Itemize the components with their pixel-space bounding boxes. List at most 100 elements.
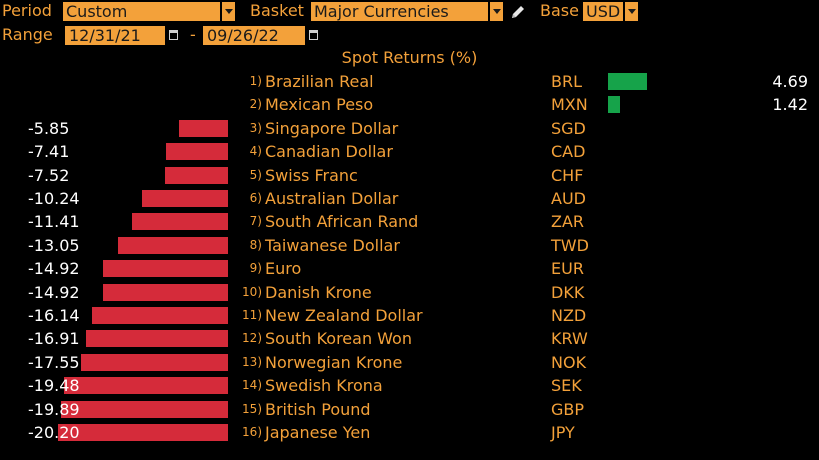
return-bar [608, 73, 648, 90]
currency-name[interactable]: South Korean Won [265, 329, 412, 349]
return-value: -20.20 [28, 423, 80, 442]
currency-row[interactable]: 4.69 1) Brazilian Real BRL [0, 70, 819, 93]
edit-pencil-icon[interactable] [509, 3, 527, 21]
basket-select[interactable]: Major Currencies [311, 2, 488, 21]
chart-title: Spot Returns (%) [341, 48, 478, 67]
currency-code: CAD [551, 142, 586, 162]
currency-code: MXN [551, 95, 588, 115]
currency-row[interactable]: -5.85 3) Singapore Dollar SGD [0, 117, 819, 140]
return-bar [102, 260, 228, 278]
currency-name[interactable]: Singapore Dollar [265, 118, 399, 138]
currency-code: GBP [551, 399, 585, 419]
rank-label: 4) [249, 144, 262, 159]
period-dropdown-icon[interactable] [221, 2, 235, 21]
base-label: Base [540, 1, 579, 20]
return-value: -7.41 [28, 142, 70, 162]
return-value: -5.85 [28, 118, 70, 138]
rank-label: 3) [249, 120, 262, 135]
return-bar [608, 96, 620, 114]
currency-name[interactable]: Swiss Franc [265, 165, 358, 185]
return-bar [178, 119, 228, 137]
return-bar [165, 143, 228, 161]
currency-code: ZAR [551, 212, 585, 232]
currency-name[interactable]: Brazilian Real [265, 72, 374, 91]
currency-row[interactable]: -17.55 13) Norwegian Krone NOK [0, 351, 819, 374]
currency-code: AUD [551, 189, 586, 208]
return-bar [132, 213, 228, 231]
return-value: -19.89 [28, 399, 80, 419]
return-bar [102, 283, 228, 301]
return-value: -16.14 [28, 306, 80, 325]
rank-label: 15) [242, 401, 262, 416]
currency-name[interactable]: British Pound [265, 399, 371, 419]
currency-code: SEK [551, 376, 582, 396]
currency-row[interactable]: -20.20 16) Japanese Yen JPY [0, 421, 819, 444]
return-value: -19.48 [28, 376, 80, 396]
range-start-field[interactable]: 12/31/21 [65, 26, 165, 45]
currency-name[interactable]: Japanese Yen [265, 423, 371, 442]
rank-label: 12) [242, 331, 262, 346]
currency-row[interactable]: -11.41 7) South African Rand ZAR [0, 210, 819, 233]
currency-code: KRW [551, 329, 588, 349]
currency-row[interactable]: 1.42 2) Mexican Peso MXN [0, 93, 819, 116]
currency-name[interactable]: Danish Krone [265, 282, 372, 302]
return-value: -13.05 [28, 235, 80, 255]
return-value: -17.55 [28, 352, 80, 372]
return-bar [80, 353, 228, 371]
range-start-calendar-icon[interactable] [167, 26, 181, 45]
currency-code: CHF [551, 165, 584, 185]
basket-dropdown-icon[interactable] [489, 2, 503, 21]
return-bar [60, 400, 228, 418]
rank-label: 7) [249, 214, 262, 229]
return-bar [64, 377, 228, 395]
currency-row[interactable]: -7.41 4) Canadian Dollar CAD [0, 140, 819, 163]
currency-name[interactable]: New Zealand Dollar [265, 306, 423, 325]
rank-label: 8) [249, 237, 262, 252]
currency-name[interactable]: Swedish Krona [265, 376, 383, 396]
return-value: -14.92 [28, 282, 80, 302]
currency-row[interactable]: -14.92 10) Danish Krone DKK [0, 281, 819, 304]
currency-row[interactable]: -19.89 15) British Pound GBP [0, 398, 819, 421]
period-label: Period [2, 1, 52, 20]
return-value: -11.41 [28, 212, 80, 232]
rank-label: 2) [249, 97, 262, 112]
currency-code: JPY [551, 423, 575, 442]
currency-row[interactable]: -10.24 6) Australian Dollar AUD [0, 187, 819, 210]
currency-name[interactable]: Australian Dollar [265, 189, 399, 208]
currency-name[interactable]: South African Rand [265, 212, 419, 232]
rank-label: 1) [249, 74, 262, 88]
rank-label: 13) [242, 354, 262, 369]
currency-name[interactable]: Canadian Dollar [265, 142, 393, 162]
currency-name[interactable]: Norwegian Krone [265, 352, 403, 372]
currency-code: EUR [551, 259, 584, 279]
return-bar [141, 190, 228, 207]
basket-label: Basket [250, 1, 304, 20]
rank-label: 14) [242, 378, 262, 393]
range-end-field[interactable]: 09/26/22 [203, 26, 305, 45]
currency-name[interactable]: Taiwanese Dollar [265, 235, 400, 255]
rank-label: 16) [242, 425, 262, 439]
currency-row[interactable]: -7.52 5) Swiss Franc CHF [0, 164, 819, 187]
return-value: -7.52 [28, 165, 70, 185]
return-bar [58, 424, 228, 441]
currency-name[interactable]: Euro [265, 259, 302, 279]
rank-label: 5) [249, 167, 262, 182]
currency-code: NZD [551, 306, 587, 325]
range-end-calendar-icon[interactable] [307, 26, 321, 45]
currency-row[interactable]: -14.92 9) Euro EUR [0, 257, 819, 280]
currency-code: BRL [551, 72, 583, 91]
return-value: 4.69 [772, 72, 808, 91]
currency-name[interactable]: Mexican Peso [265, 95, 374, 115]
base-dropdown-icon[interactable] [624, 2, 638, 21]
return-bar [92, 307, 228, 324]
rank-label: 9) [249, 261, 262, 276]
currency-row[interactable]: -16.14 11) New Zealand Dollar NZD [0, 304, 819, 327]
rank-label: 10) [242, 284, 262, 299]
currency-row[interactable]: -13.05 8) Taiwanese Dollar TWD [0, 234, 819, 257]
currency-code: TWD [551, 235, 589, 255]
period-select[interactable]: Custom [63, 2, 220, 21]
currency-code: NOK [551, 352, 587, 372]
currency-row[interactable]: -19.48 14) Swedish Krona SEK [0, 374, 819, 397]
base-select[interactable]: USD [583, 2, 623, 21]
currency-row[interactable]: -16.91 12) South Korean Won KRW [0, 327, 819, 350]
